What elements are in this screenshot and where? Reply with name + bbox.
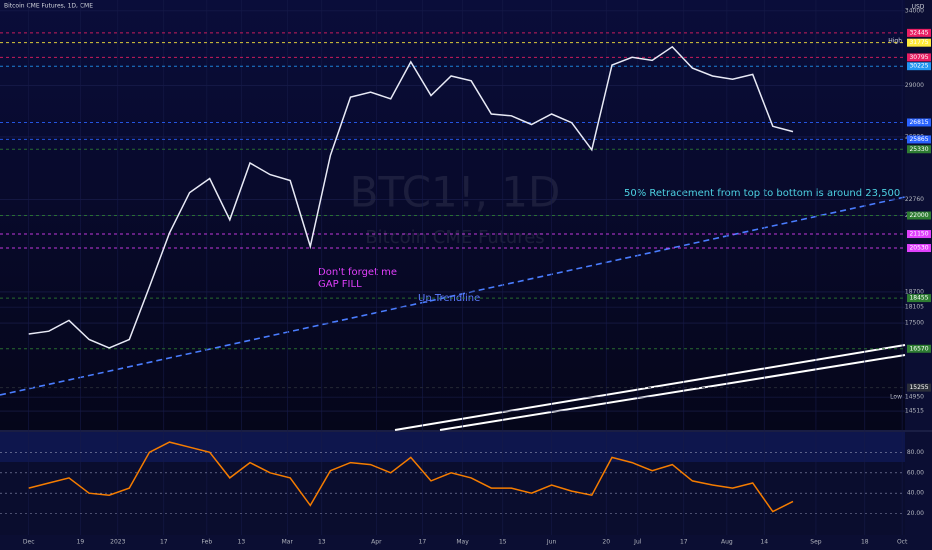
x-tick-label: Jul [633,539,642,546]
x-tick-label: Oct [897,539,908,546]
y-tick-label: 29000 [905,82,924,89]
annotation: GAP FILL [318,279,362,290]
x-tick-label: 13 [238,539,246,546]
annotation: 50% Retracement from top to bottom is ar… [624,188,900,199]
symbol-title: Bitcoin CME Futures, 1D, CME [4,3,93,10]
level-tag [907,344,931,353]
price-axis [905,0,932,550]
level-tag [907,211,931,220]
series-line [28,441,794,513]
level-tag-label: 22000 [909,212,928,219]
level-tag-label: 15255 [909,384,928,391]
price-pane [0,0,905,430]
y-tick-label: 14950 [905,394,924,401]
x-tick-label: May [456,539,469,546]
x-tick-label: 15 [499,539,507,546]
x-tick-label: 2023 [110,539,125,546]
level-tag-label: 16570 [909,345,928,352]
y-tick-label: 80.00 [907,449,924,456]
currency: USD [912,4,925,11]
level-tag [907,38,931,47]
x-tick-label: 17 [160,539,168,546]
level-tag [907,62,931,71]
x-tick-label: 18 [861,539,869,546]
level-tag-label: 25865 [909,136,928,143]
y-tick-label: 34000 [905,7,924,14]
y-tick-label: 18105 [905,304,924,311]
y-tick-label: 60.00 [907,469,924,476]
x-tick-label: 13 [318,539,326,546]
x-tick-label: 17 [419,539,427,546]
watermark-subtitle: Bitcoin CME Futures [365,227,544,248]
x-tick-label: Dec [23,539,35,546]
y-tick-label: 22760 [905,196,924,203]
level-tag [907,118,931,127]
level-tag [907,135,931,144]
level-tag [907,230,931,239]
level-tag [907,53,931,62]
level-tag [907,145,931,154]
level-tag-label: 30795 [909,54,928,61]
y-tick-label: 40.00 [907,490,924,497]
x-tick-label: 20 [602,539,610,546]
x-tick-label: Apr [371,539,382,546]
watermark: BTC1!, 1D [350,168,561,217]
series-line [28,45,794,349]
rsi-overbought-band [0,432,905,462]
level-tag-label: 30225 [909,63,928,70]
y-tick-label: 17500 [905,320,924,327]
y-tick-label: 18700 [905,288,924,295]
x-tick-label: 17 [680,539,688,546]
channel-line [439,354,906,431]
level-tag-label: 21150 [909,231,928,238]
level-tag-label: 20530 [909,245,928,252]
level-tag [907,294,931,303]
level-tag-label: 31775 [909,39,928,46]
level-tag [907,383,931,392]
level-tag-label: 32445 [909,29,928,36]
x-tick-label: Mar [282,539,294,546]
y-tick-label: 14515 [905,408,924,415]
x-tick-label: Jun [546,539,557,546]
level-tag [907,244,931,253]
y-tick-label: 20.00 [907,510,924,517]
level-tag [907,28,931,37]
x-tick-label: 14 [760,539,768,546]
level-tag-label: 25330 [909,146,928,153]
level-tag-label: 26815 [909,119,928,126]
level-tag-label: 18455 [909,295,928,302]
x-tick-label: Sep [810,539,822,546]
x-tick-label: Aug [721,539,733,546]
x-tick-label: Feb [202,539,213,546]
annotation: Up Trendline [418,293,480,304]
high-label: High [888,38,902,45]
annotation: Don't forget me [318,267,397,278]
up-trendline [0,196,906,396]
x-tick-label: 19 [77,539,85,546]
